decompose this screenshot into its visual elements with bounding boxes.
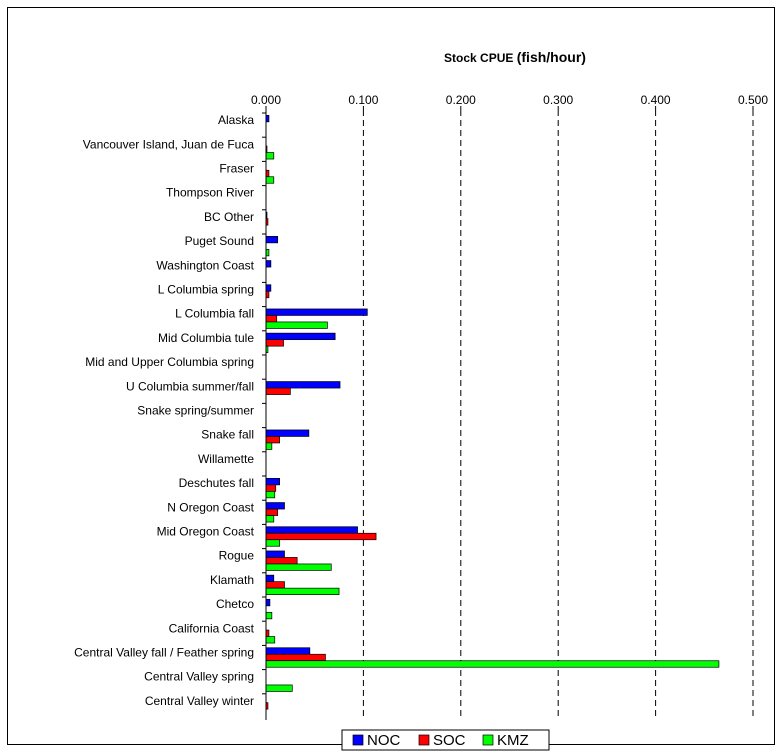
category-label: Snake fall (201, 428, 254, 442)
bar-noc (265, 502, 285, 510)
category-label: Fraser (219, 162, 254, 176)
bar-soc (265, 436, 280, 444)
chart-title: Stock CPUE (fish/hour) (444, 49, 586, 65)
category-label: Central Valley winter (145, 694, 254, 708)
category-label: Thompson River (166, 186, 254, 200)
chart-title-prefix: Stock CPUE (444, 51, 517, 65)
legend-box (341, 729, 550, 751)
bar-kmz (265, 321, 328, 329)
bar-kmz (265, 539, 280, 547)
bar-soc (265, 508, 279, 516)
category-label: Mid Oregon Coast (157, 525, 255, 539)
chart-frame (7, 7, 775, 745)
x-tick-label: 0.100 (348, 93, 378, 107)
bar-kmz (265, 563, 332, 571)
bar-noc (265, 647, 311, 655)
bar-kmz (265, 587, 340, 596)
bar-noc (265, 260, 272, 268)
bar-soc (265, 532, 377, 541)
category-label: Alaska (218, 113, 254, 127)
bar-kmz (265, 152, 275, 160)
bar-kmz (265, 660, 720, 668)
category-label: Klamath (210, 573, 254, 587)
category-label: Puget Sound (185, 234, 254, 248)
category-labels: Alaska Vancouver Island, Juan de Fuca Fras… (74, 113, 255, 708)
bar-kmz (265, 611, 273, 620)
category-label: Central Valley fall / Feather spring (74, 646, 254, 660)
bars (265, 114, 720, 710)
bar-soc (265, 557, 298, 565)
legend-swatch-noc (352, 734, 364, 746)
legend: NOC SOC KMZ (341, 729, 550, 751)
legend-label-soc: SOC (433, 732, 466, 749)
x-tick-label: 0.500 (738, 93, 768, 107)
category-label: U Columbia summer/fall (126, 379, 254, 393)
x-tick-label: 0.000 (251, 93, 281, 107)
bar-kmz (265, 515, 275, 523)
category-label: BC Other (204, 210, 254, 224)
category-label: Central Valley spring (144, 670, 254, 684)
category-label: L Columbia fall (175, 307, 254, 321)
category-label: Mid and Upper Columbia spring (85, 355, 254, 369)
category-label: Washington Coast (156, 258, 254, 272)
bar-soc (265, 581, 285, 589)
category-label: Rogue (219, 549, 255, 563)
bar-kmz (265, 491, 276, 499)
gridlines (262, 106, 754, 720)
category-label: Willamette (198, 452, 254, 466)
legend-swatch-soc (418, 734, 430, 746)
bar-kmz (265, 176, 275, 184)
bar-noc (265, 526, 358, 534)
x-tick-label: 0.300 (543, 93, 573, 107)
bar-noc (265, 236, 279, 244)
bar-noc (265, 381, 341, 389)
bar-kmz (265, 636, 276, 644)
category-label: Deschutes fall (179, 476, 254, 490)
bar-soc (265, 387, 291, 395)
bar-noc (265, 429, 310, 437)
bar-soc (265, 315, 278, 323)
bar-noc (265, 478, 280, 486)
chart-title-suffix: (fish/hour) (517, 49, 586, 65)
category-label: N Oregon Coast (167, 500, 254, 514)
bar-noc (265, 308, 368, 316)
category-label: L Columbia spring (158, 283, 254, 297)
category-label: Vancouver Island, Juan de Fuca (83, 137, 255, 151)
legend-label-noc: NOC (367, 732, 401, 749)
x-tick-label: 0.200 (446, 93, 476, 107)
bar-soc (265, 484, 277, 492)
x-tick-label: 0.400 (641, 93, 671, 107)
legend-swatch-kmz (482, 734, 494, 746)
bar-soc (265, 339, 284, 347)
bar-noc (265, 598, 271, 607)
category-label: Mid Columbia tule (158, 331, 254, 345)
category-label: California Coast (169, 621, 255, 635)
bar-noc (265, 574, 275, 583)
bar-noc (265, 550, 285, 558)
bar-kmz (265, 684, 293, 692)
bar-soc (265, 653, 326, 662)
category-label: Snake spring/summer (137, 404, 254, 418)
bar-noc (265, 332, 336, 340)
category-label: Chetco (216, 597, 254, 611)
legend-label-kmz: KMZ (497, 732, 529, 749)
bar-noc (265, 284, 272, 292)
bar-kmz (265, 442, 273, 450)
x-tick-labels: 0.000 0.100 0.200 0.300 0.400 0.500 (251, 93, 768, 107)
